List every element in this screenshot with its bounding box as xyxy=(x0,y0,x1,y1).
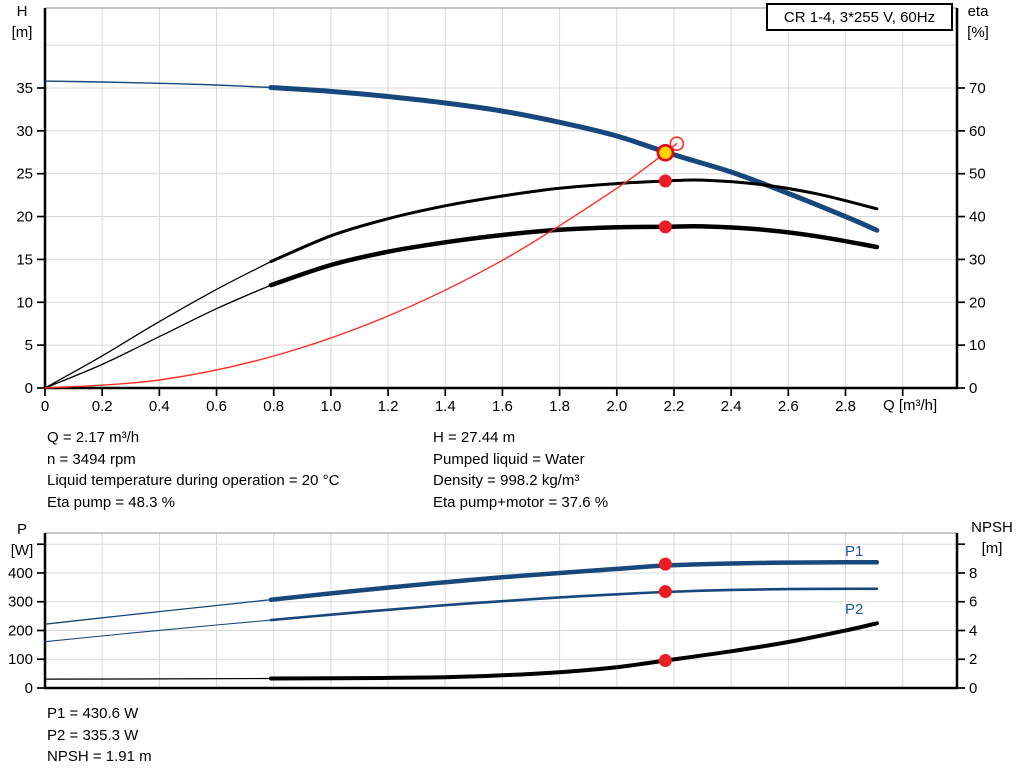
npsh-axis-title: NPSH [m] xyxy=(962,517,1022,559)
npsh-value: NPSH = 1.91 m xyxy=(47,748,152,765)
left-axis-tick-label: 100 xyxy=(8,651,33,668)
operating-point-dot xyxy=(658,585,672,599)
x-axis-tick-label: 0.4 xyxy=(149,398,170,415)
h-axis-title-line1: H xyxy=(16,3,28,20)
left-axis-tick-label: 30 xyxy=(16,123,33,140)
operating-point-dot xyxy=(658,654,672,668)
system-curve-end-marker xyxy=(669,136,685,151)
right-axis-tick-label: 70 xyxy=(969,80,986,97)
p2-curve-label: P2 xyxy=(845,601,864,618)
eta-pump-motor-value: Eta pump+motor = 37.6 % xyxy=(433,493,609,511)
operating-point-dot xyxy=(658,220,672,234)
curve-p2-thin xyxy=(44,619,271,643)
left-axis-tick-label: 400 xyxy=(8,565,33,582)
speed-value: n = 3494 rpm xyxy=(47,450,136,468)
curve-eta-pump-motor xyxy=(268,224,880,288)
x-axis-tick-label: 0.2 xyxy=(92,398,113,415)
x-axis-tick-label: 0.8 xyxy=(263,398,284,415)
right-axis-tick-label: 40 xyxy=(969,209,986,226)
power-point-info: P1 = 430.6 W P2 = 335.3 W NPSH = 1.91 m xyxy=(47,703,152,768)
right-axis-tick-label: 30 xyxy=(969,251,986,268)
npsh-axis-title-line1: NPSH xyxy=(971,519,1013,536)
right-axis-tick-label: 10 xyxy=(969,337,986,354)
x-axis-tick-label: 1.6 xyxy=(492,398,513,415)
operating-point-dot xyxy=(658,557,672,571)
eta-axis-title-line1: eta xyxy=(967,3,989,20)
curve-p2 xyxy=(269,587,879,622)
left-axis-tick-label: 20 xyxy=(16,209,33,226)
pump-model-box: CR 1-4, 3*255 V, 60Hz xyxy=(766,3,953,31)
right-axis-tick-label: 50 xyxy=(969,166,986,183)
eta-axis-title-line2: [%] xyxy=(967,24,989,41)
x-axis-tick-label: 2.8 xyxy=(835,398,856,415)
operating-point-info-right: H = 27.44 m Pumped liquid = Water Densit… xyxy=(433,427,608,513)
curve-eta-pump-thin xyxy=(44,261,272,389)
left-axis-tick-label: 300 xyxy=(8,594,33,611)
eta-axis-title: eta [%] xyxy=(959,1,997,43)
curve-p1-thin xyxy=(44,599,271,625)
right-axis-tick-label: 0 xyxy=(969,380,977,397)
x-axis-tick-label: 1.4 xyxy=(435,398,456,415)
curve-system-curve xyxy=(44,143,678,389)
operating-point-info-left: Q = 2.17 m³/h n = 3494 rpm Liquid temper… xyxy=(47,427,339,513)
h-axis-title-line2: [m] xyxy=(11,24,33,41)
x-axis-tick-label: 2.4 xyxy=(721,398,742,415)
right-axis-tick-label: 2 xyxy=(969,651,977,668)
left-axis-tick-label: 0 xyxy=(25,680,33,697)
curve-h-q-curve-thin xyxy=(44,80,271,89)
right-axis-tick-label: 8 xyxy=(969,565,977,582)
p1-value: P1 = 430.6 W xyxy=(47,705,139,722)
right-axis-tick-label: 6 xyxy=(969,594,977,611)
left-axis-tick-label: 10 xyxy=(16,294,33,311)
operating-point-dot xyxy=(658,174,672,188)
flow-value: Q = 2.17 m³/h xyxy=(47,429,140,446)
right-axis-tick-label: 0 xyxy=(969,680,977,697)
left-axis-tick-label: 35 xyxy=(16,80,33,97)
right-axis-tick-label: 20 xyxy=(969,294,986,311)
q-axis-title: Q [m³/h] xyxy=(883,397,938,414)
left-axis-tick-label: 200 xyxy=(8,622,33,639)
left-axis-tick-label: 25 xyxy=(16,166,33,183)
curve-h-q-curve xyxy=(268,85,880,233)
h-axis-title: H [m] xyxy=(3,1,41,43)
curve-eta-pump xyxy=(269,178,879,264)
head-value: H = 27.44 m xyxy=(433,429,516,446)
p-axis-title-line1: P xyxy=(16,521,27,538)
p-axis-title: P [W] xyxy=(3,519,41,561)
left-axis-tick-label: 15 xyxy=(16,251,33,268)
curve-eta-pump-motor-thin xyxy=(44,284,272,389)
npsh-axis-title-line2: [m] xyxy=(981,540,1003,557)
left-axis-tick-label: 0 xyxy=(25,380,33,397)
duty-point-marker xyxy=(656,143,675,162)
x-axis-tick-label: 2.0 xyxy=(606,398,627,415)
right-axis-tick-label: 60 xyxy=(969,123,986,140)
p2-value: P2 = 335.3 W xyxy=(47,726,139,744)
pump-model-label: CR 1-4, 3*255 V, 60Hz xyxy=(783,8,936,26)
p-axis-title-line2: [W] xyxy=(10,542,34,559)
density-value: Density = 998.2 kg/m³ xyxy=(433,472,580,489)
right-axis-tick-label: 4 xyxy=(969,622,977,639)
x-axis-tick-label: 1.8 xyxy=(549,398,570,415)
x-axis-tick-label: 0.6 xyxy=(206,398,227,415)
x-axis-tick-label: 1.2 xyxy=(378,398,399,415)
curve-p1 xyxy=(268,560,880,602)
x-axis-tick-label: 0 xyxy=(41,398,49,415)
eta-pump-value: Eta pump = 48.3 % xyxy=(47,493,175,511)
left-axis-tick-label: 5 xyxy=(25,337,33,354)
x-axis-tick-label: 2.2 xyxy=(664,398,685,415)
curve-npsh xyxy=(268,621,879,681)
x-axis-tick-label: 2.6 xyxy=(778,398,799,415)
x-axis-tick-label: 1.0 xyxy=(320,398,341,415)
p1-curve-label: P1 xyxy=(845,543,864,560)
pumped-liquid-value: Pumped liquid = Water xyxy=(433,450,585,468)
liquid-temperature-value: Liquid temperature during operation = 20… xyxy=(47,472,340,489)
curve-npsh-thin xyxy=(44,677,271,680)
